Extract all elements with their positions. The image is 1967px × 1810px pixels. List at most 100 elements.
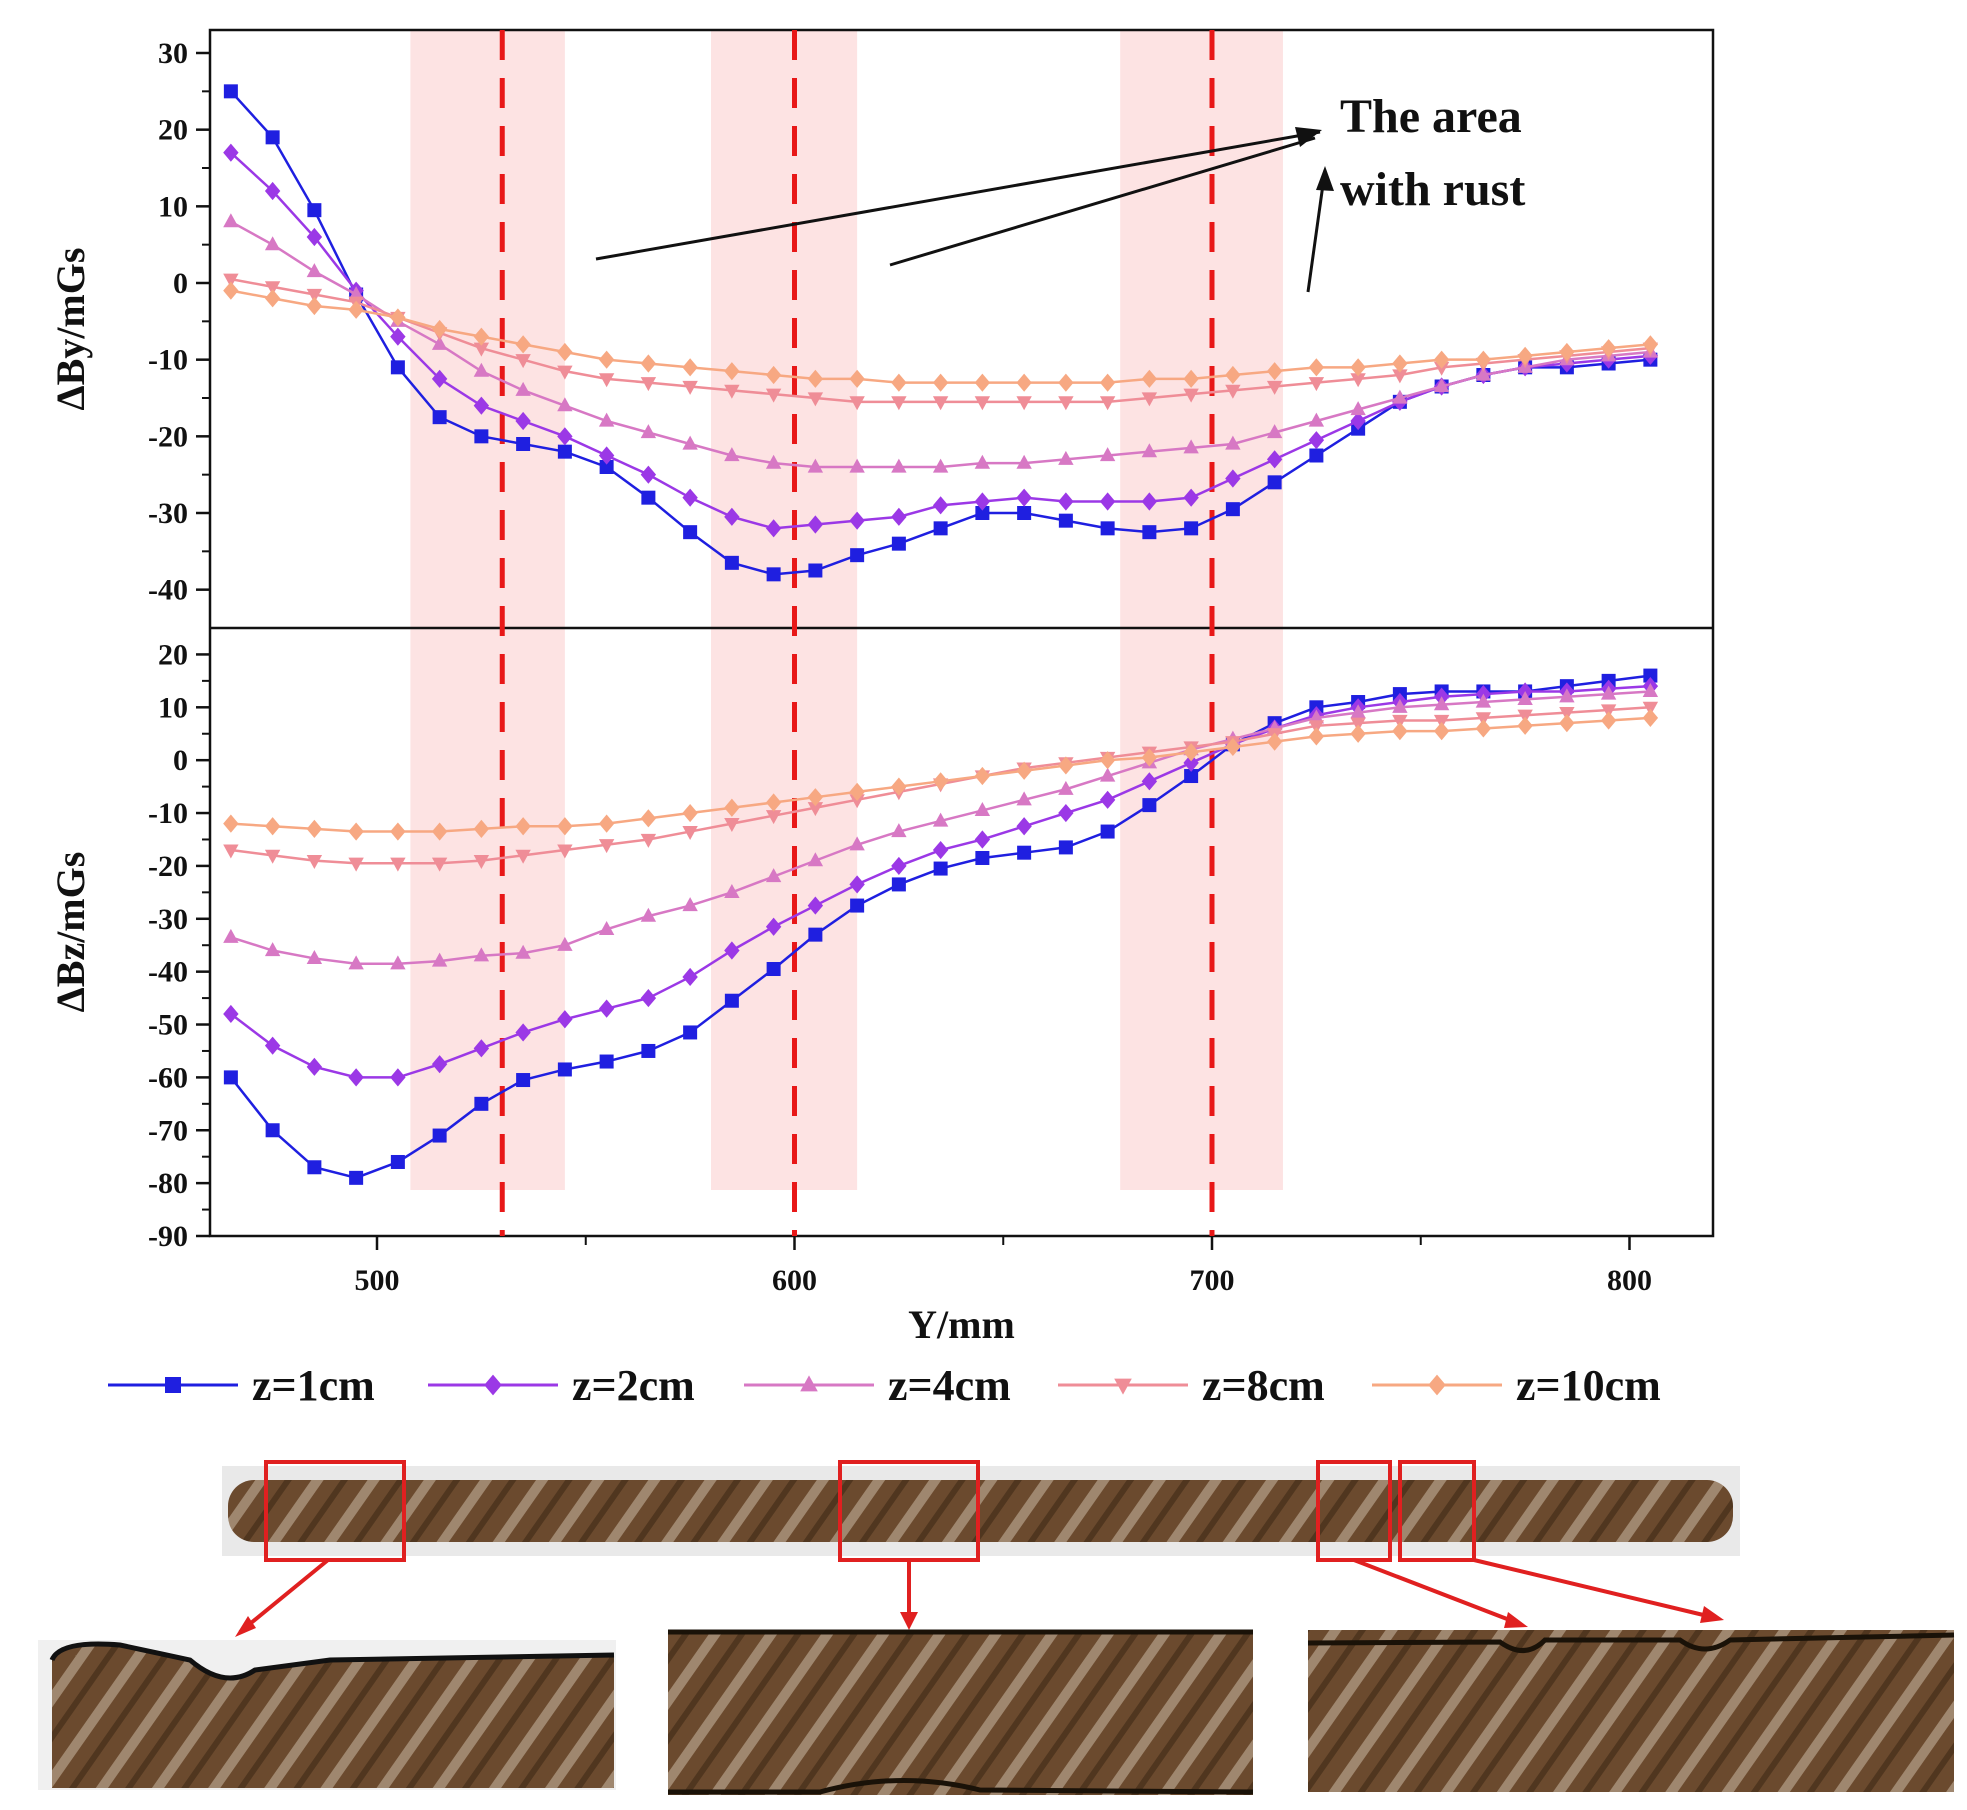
data-point bbox=[598, 373, 615, 388]
data-point bbox=[1058, 780, 1074, 795]
data-point bbox=[850, 898, 865, 913]
data-point bbox=[598, 839, 615, 854]
data-point bbox=[807, 392, 824, 407]
data-point bbox=[1350, 373, 1366, 388]
highlight-box-1 bbox=[264, 1460, 406, 1562]
data-point bbox=[724, 447, 740, 462]
series-panel2-z=1cm bbox=[223, 668, 1658, 1185]
data-point bbox=[1350, 704, 1366, 719]
data-point bbox=[975, 850, 990, 865]
data-point bbox=[682, 825, 698, 840]
rust-region-2 bbox=[711, 30, 858, 1190]
data-point bbox=[932, 458, 949, 473]
data-point bbox=[348, 1068, 364, 1087]
y-tick-label: -20 bbox=[148, 850, 188, 883]
data-point bbox=[641, 490, 656, 505]
data-point bbox=[641, 1043, 656, 1058]
data-point bbox=[1099, 790, 1116, 809]
legend-marker bbox=[800, 1375, 818, 1392]
data-point bbox=[765, 519, 782, 538]
data-point bbox=[264, 942, 281, 957]
data-point bbox=[1308, 709, 1325, 724]
data-point bbox=[724, 362, 740, 381]
data-point bbox=[306, 950, 323, 965]
data-point bbox=[1058, 373, 1074, 392]
data-point bbox=[265, 130, 280, 145]
data-point bbox=[1392, 389, 1408, 404]
data-point bbox=[557, 1010, 573, 1029]
data-point bbox=[640, 907, 657, 922]
y-tick-label: -10 bbox=[148, 344, 188, 377]
rebar-photo bbox=[38, 1460, 1955, 1795]
data-point bbox=[682, 380, 698, 395]
data-point bbox=[223, 1070, 238, 1085]
data-point bbox=[807, 515, 824, 534]
data-point bbox=[557, 427, 573, 446]
data-point bbox=[598, 412, 615, 427]
x-tick-label: 600 bbox=[772, 1264, 817, 1297]
data-point bbox=[1308, 358, 1325, 377]
data-point bbox=[223, 928, 239, 943]
data-point bbox=[431, 822, 448, 841]
data-point bbox=[683, 525, 698, 540]
data-point bbox=[431, 319, 448, 339]
data-point bbox=[1016, 488, 1032, 507]
legend-label: z=4cm bbox=[888, 1361, 1011, 1410]
data-point bbox=[473, 396, 490, 415]
data-point bbox=[307, 1160, 322, 1175]
data-point bbox=[891, 823, 907, 838]
data-point bbox=[933, 521, 948, 536]
data-point bbox=[891, 856, 907, 876]
data-point bbox=[1350, 358, 1366, 377]
data-point bbox=[306, 296, 323, 316]
data-point bbox=[1392, 369, 1408, 384]
data-point bbox=[1266, 450, 1283, 469]
y-tick-label: -20 bbox=[148, 420, 188, 453]
data-point bbox=[473, 342, 490, 357]
data-point bbox=[1559, 706, 1575, 721]
data-point bbox=[974, 492, 991, 511]
legend-marker bbox=[1428, 1374, 1446, 1396]
data-point bbox=[932, 496, 949, 515]
legend-item-z=8cm: z=8cm bbox=[1058, 1361, 1325, 1410]
data-point bbox=[515, 335, 531, 354]
data-point bbox=[473, 362, 490, 377]
data-point bbox=[348, 955, 364, 970]
data-point bbox=[1308, 377, 1325, 392]
data-point bbox=[640, 833, 657, 848]
data-point bbox=[849, 458, 865, 473]
data-point bbox=[1099, 751, 1116, 770]
data-point bbox=[807, 852, 824, 867]
legend-label: z=1cm bbox=[252, 1361, 375, 1410]
y-axis-title-1: ΔBy/mGs bbox=[48, 248, 93, 411]
data-point bbox=[1642, 708, 1659, 727]
data-point bbox=[891, 458, 907, 473]
data-point bbox=[223, 844, 239, 859]
data-point bbox=[390, 822, 406, 841]
data-point bbox=[431, 952, 448, 967]
data-point bbox=[1308, 431, 1325, 450]
x-tick-label: 800 bbox=[1607, 1264, 1652, 1297]
data-point bbox=[557, 817, 573, 836]
data-point bbox=[1017, 506, 1032, 520]
data-point bbox=[1559, 714, 1575, 733]
legend-marker bbox=[165, 1377, 181, 1393]
data-point bbox=[891, 507, 907, 526]
data-point bbox=[765, 793, 782, 812]
data-point bbox=[1392, 714, 1408, 729]
data-point bbox=[431, 369, 448, 388]
data-point bbox=[1058, 803, 1074, 823]
data-point bbox=[264, 236, 281, 251]
data-point bbox=[849, 511, 865, 530]
data-point bbox=[891, 396, 907, 411]
data-point bbox=[1475, 366, 1492, 381]
data-point bbox=[1183, 743, 1199, 762]
data-point bbox=[1183, 753, 1199, 772]
data-point bbox=[1058, 840, 1073, 855]
data-point bbox=[515, 354, 531, 369]
data-point bbox=[265, 1123, 280, 1138]
data-point bbox=[223, 814, 239, 833]
data-point bbox=[390, 308, 406, 327]
x-tick-label: 700 bbox=[1190, 1264, 1235, 1297]
data-point bbox=[431, 857, 448, 872]
